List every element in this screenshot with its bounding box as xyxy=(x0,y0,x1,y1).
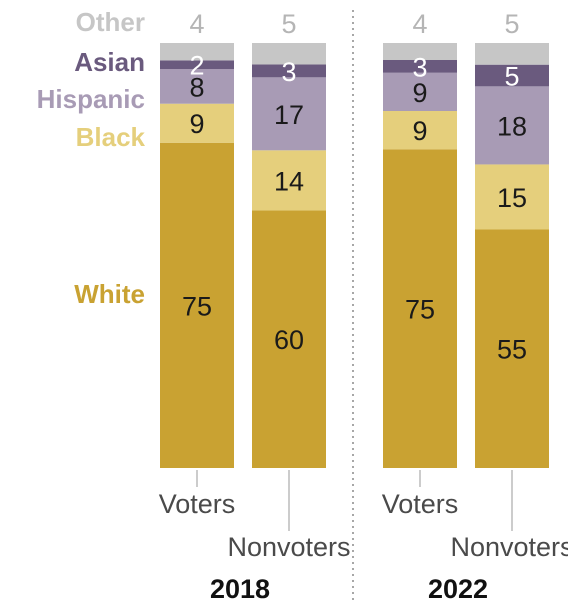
data-label-white-voters-2022: 75 xyxy=(405,295,435,325)
data-label-asian-nonvoters-2018: 3 xyxy=(281,57,296,87)
bar-segment-hispanic-voters-2018 xyxy=(160,69,234,104)
bar-segment-asian-voters-2018 xyxy=(160,60,234,70)
legend-label-other: Other xyxy=(76,7,145,37)
data-label-asian-nonvoters-2022: 5 xyxy=(504,62,519,92)
axis-layer: Voters Nonvoters Voters Nonvoters 2018 2022 xyxy=(159,10,568,604)
legend-label-white: White xyxy=(74,279,145,309)
data-label-other-nonvoters-2022: 5 xyxy=(504,9,519,39)
bar-segment-hispanic-nonvoters-2018 xyxy=(252,77,326,151)
legend-label-asian: Asian xyxy=(74,47,145,77)
bar-segment-other-voters-2022 xyxy=(383,43,457,60)
legend-layer: White Black Hispanic Asian Other xyxy=(37,7,146,309)
bar-segment-white-nonvoters-2022 xyxy=(475,229,549,468)
data-label-white-voters-2018: 75 xyxy=(182,291,212,321)
category-label-voters-2018: Voters xyxy=(159,489,236,519)
data-label-other-nonvoters-2018: 5 xyxy=(281,9,296,39)
bar-segment-white-voters-2018 xyxy=(160,142,234,469)
data-label-other-voters-2022: 4 xyxy=(412,9,427,39)
data-label-other-voters-2018: 4 xyxy=(189,9,204,39)
bar-segment-hispanic-voters-2022 xyxy=(383,72,457,111)
data-label-hispanic-voters-2022: 9 xyxy=(412,78,427,108)
bar-segment-asian-nonvoters-2022 xyxy=(475,64,549,87)
bar-segment-other-nonvoters-2022 xyxy=(475,43,549,65)
data-label-hispanic-nonvoters-2022: 18 xyxy=(497,111,527,141)
data-label-black-nonvoters-2022: 15 xyxy=(497,183,527,213)
bar-segment-white-nonvoters-2018 xyxy=(252,210,326,469)
data-label-black-voters-2018: 9 xyxy=(189,109,204,139)
bar-segment-other-voters-2018 xyxy=(160,43,234,61)
bar-segment-asian-voters-2022 xyxy=(383,60,457,73)
data-label-white-nonvoters-2022: 55 xyxy=(497,335,527,365)
data-label-black-nonvoters-2018: 14 xyxy=(274,166,304,196)
bar-segment-asian-nonvoters-2018 xyxy=(252,64,326,78)
bar-segment-hispanic-nonvoters-2022 xyxy=(475,86,549,165)
data-label-hispanic-voters-2018: 8 xyxy=(189,72,204,102)
bars-layer xyxy=(160,43,549,469)
bar-segment-black-nonvoters-2018 xyxy=(252,150,326,211)
data-label-hispanic-nonvoters-2018: 17 xyxy=(274,100,304,130)
data-label-black-voters-2022: 9 xyxy=(412,116,427,146)
bar-segment-black-voters-2022 xyxy=(383,111,457,150)
year-label-2022: 2022 xyxy=(428,574,488,604)
category-label-voters-2022: Voters xyxy=(382,489,459,519)
year-label-2018: 2018 xyxy=(210,574,270,604)
data-label-asian-voters-2018: 2 xyxy=(189,51,204,81)
legend-label-black: Black xyxy=(76,122,146,152)
data-label-white-nonvoters-2018: 60 xyxy=(274,325,304,355)
bar-segment-black-nonvoters-2022 xyxy=(475,164,549,230)
category-label-nonvoters-2022: Nonvoters xyxy=(450,532,568,562)
legend-label-hispanic: Hispanic xyxy=(37,84,145,114)
category-label-nonvoters-2018: Nonvoters xyxy=(227,532,350,562)
bar-segment-white-voters-2022 xyxy=(383,149,457,468)
bar-segment-black-voters-2018 xyxy=(160,103,234,143)
data-label-asian-voters-2022: 3 xyxy=(412,52,427,82)
bar-segment-other-nonvoters-2018 xyxy=(252,43,326,65)
